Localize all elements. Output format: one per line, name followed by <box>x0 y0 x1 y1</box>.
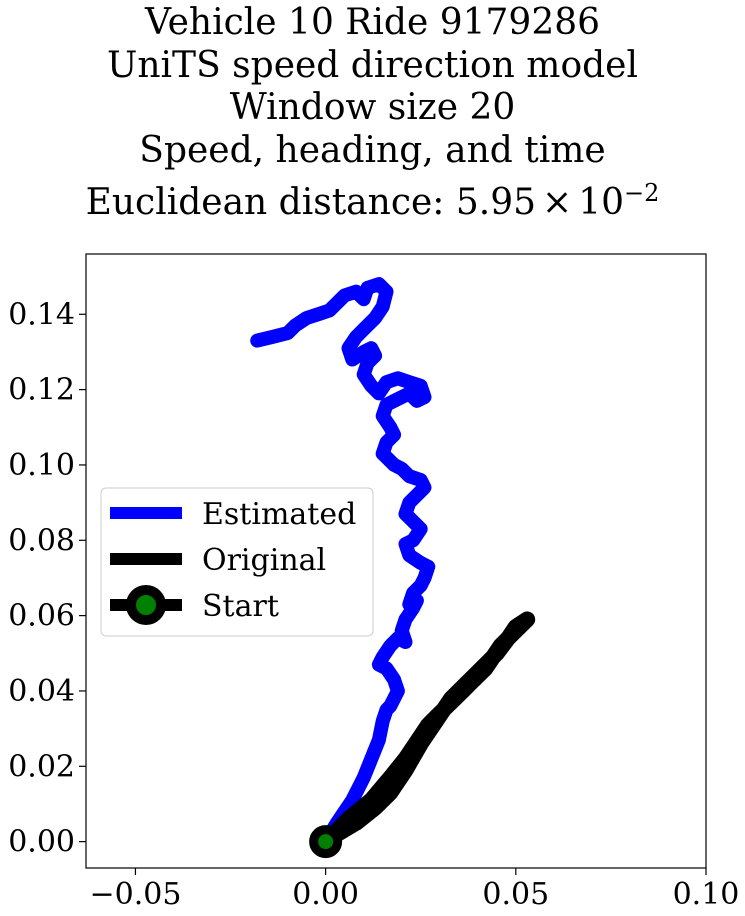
title-line-1: Vehicle 10 Ride 9179286 <box>144 2 601 43</box>
title-metric-base: 10 <box>578 182 625 223</box>
start-marker <box>309 825 343 859</box>
ticks-layer: −0.05 0.00 0.05 0.10 0.00 0.02 0.04 0.06 0.08 0.1… <box>8 297 739 912</box>
legend: Estimated Original Start <box>100 487 374 637</box>
y-tick-label: 0.02 <box>8 749 75 784</box>
title-line-2: UniTS speed direction model <box>107 44 638 86</box>
y-tick-label: 0.10 <box>8 448 75 483</box>
x-tick-label: 0.10 <box>673 877 740 912</box>
title-metric-exponent: −2 <box>624 179 660 207</box>
x-tick-label: 0.00 <box>292 877 359 912</box>
legend-swatch-start-marker <box>126 585 166 625</box>
legend-label-estimated: Estimated <box>202 497 356 532</box>
title-line-4: Speed, heading, and time <box>139 129 606 171</box>
title-metric-times: × <box>542 182 573 223</box>
legend-label-original: Original <box>202 543 326 578</box>
x-tick-label: 0.05 <box>482 877 549 912</box>
chart-title: Vehicle 10 Ride 9179286 UniTS speed dire… <box>0 2 745 225</box>
y-tick-label: 0.06 <box>8 599 75 634</box>
y-tick-label: 0.14 <box>8 297 75 332</box>
axes-frame <box>85 253 707 869</box>
series-line-original <box>317 611 536 850</box>
y-tick-label: 0.04 <box>8 674 75 709</box>
series-layer <box>250 277 536 850</box>
x-tick-label: −0.05 <box>89 877 181 912</box>
y-tick-label: 0.12 <box>8 373 75 408</box>
y-tick-label: 0.08 <box>8 523 75 558</box>
title-metric-prefix: Euclidean distance: <box>85 182 456 223</box>
legend-label-start: Start <box>202 589 279 624</box>
series-line-estimated <box>250 277 436 849</box>
title-metric-mantissa: 5.95 <box>455 182 537 223</box>
title-line-5: Euclidean distance: 5.95 × 10−2 <box>0 172 745 225</box>
y-tick-label: 0.00 <box>8 825 75 860</box>
title-line-3: Window size 20 <box>229 87 516 128</box>
